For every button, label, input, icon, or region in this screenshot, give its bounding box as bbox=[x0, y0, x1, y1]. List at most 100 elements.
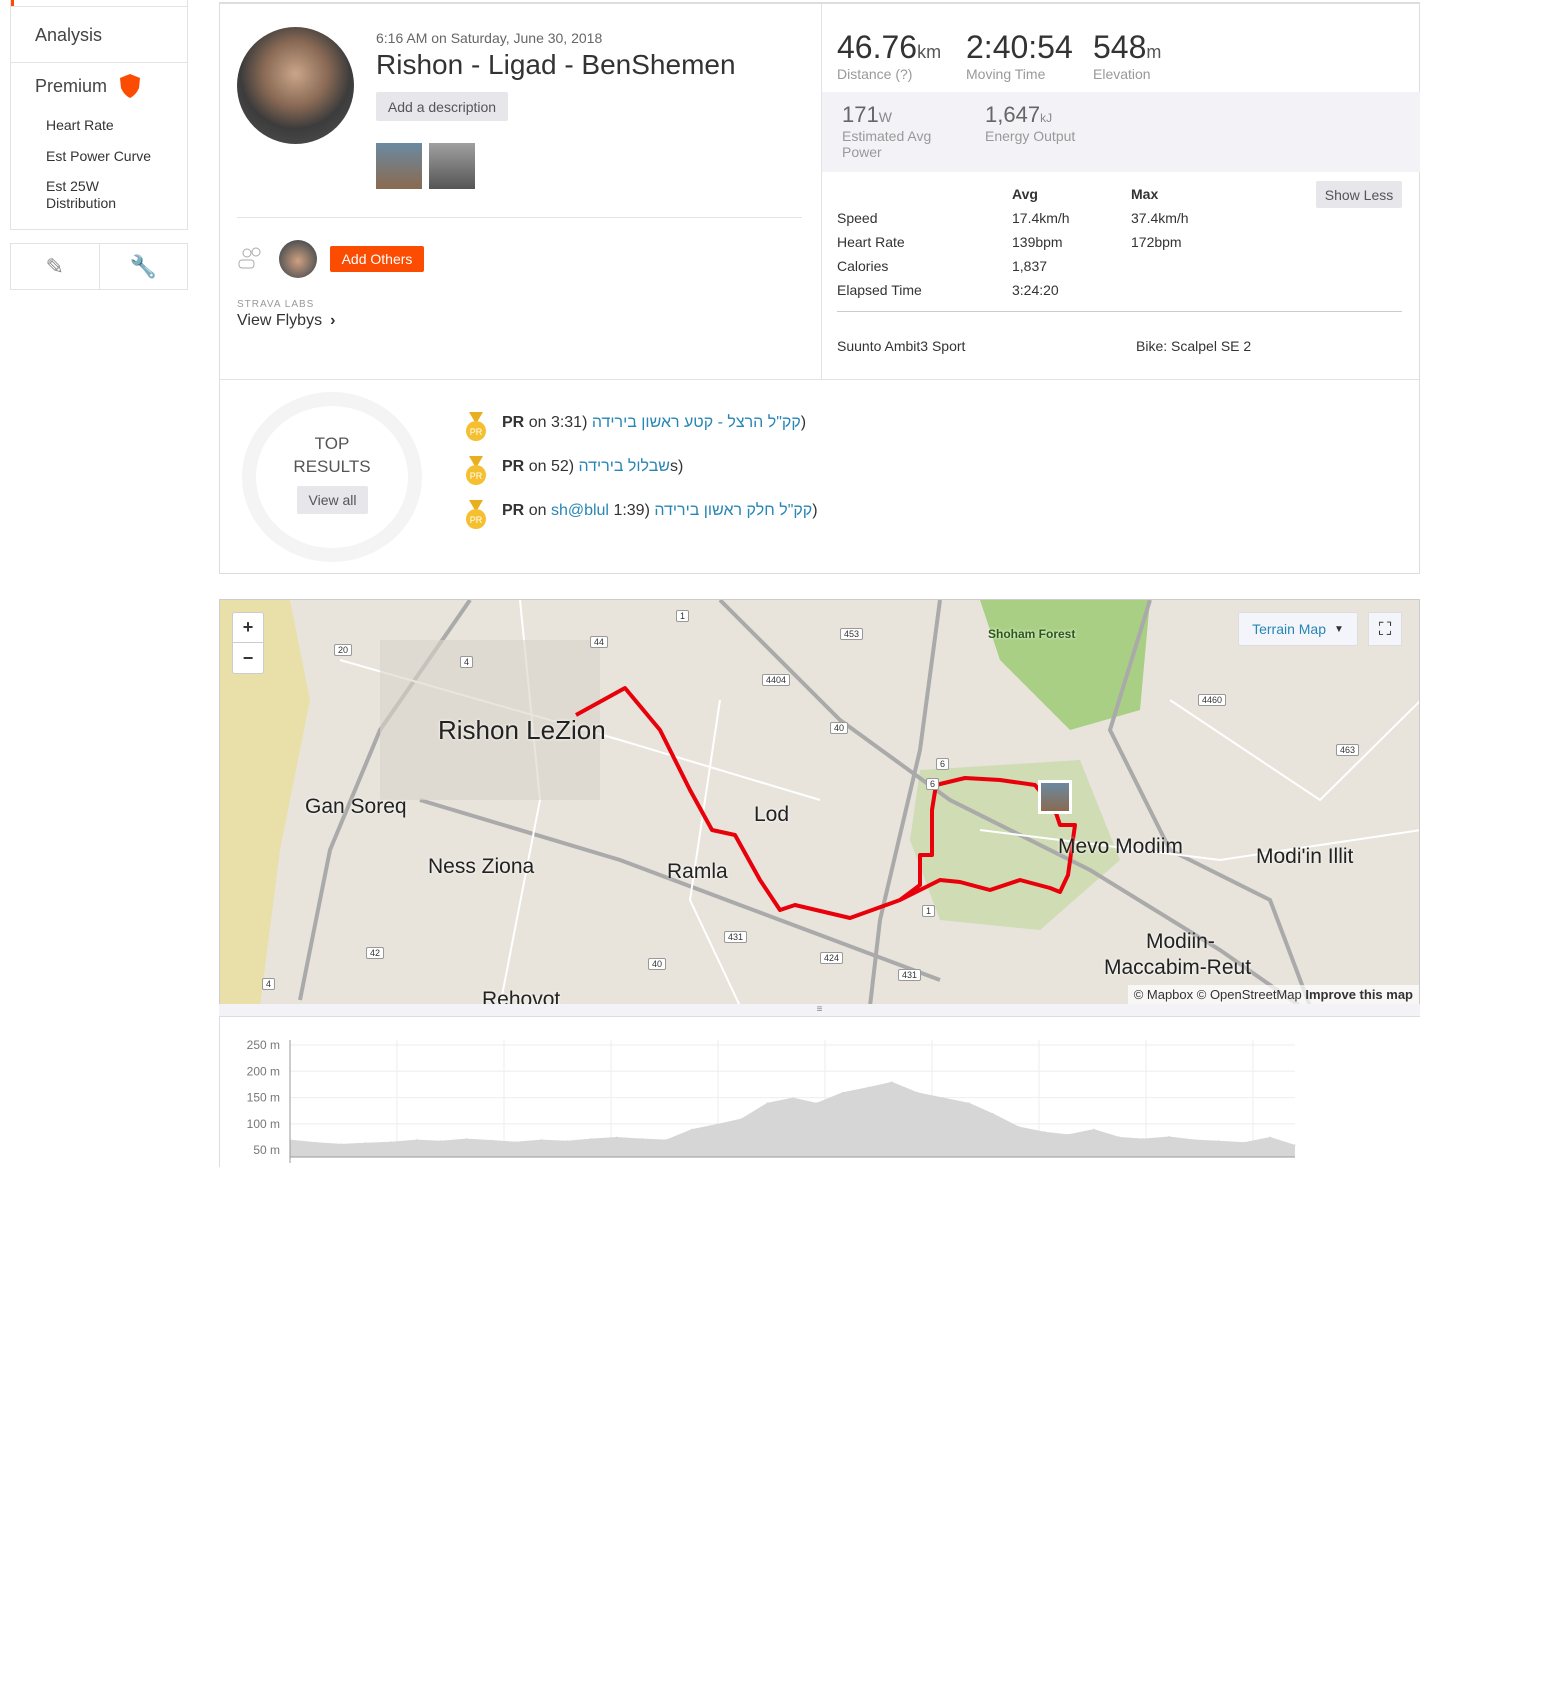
elevation-point bbox=[891, 1081, 893, 1083]
pr-on: on bbox=[528, 502, 547, 519]
fullscreen-button[interactable]: ⛶ bbox=[1368, 612, 1402, 646]
add-others-button[interactable]: Add Others bbox=[330, 246, 424, 272]
elevation-point bbox=[341, 1143, 343, 1145]
road-shield: 431 bbox=[724, 931, 748, 943]
photo-thumbnail[interactable] bbox=[376, 143, 422, 189]
sidebar-item-analysis[interactable]: Analysis bbox=[35, 25, 103, 45]
power-value: 171 bbox=[842, 102, 879, 127]
elevation-point bbox=[1067, 1133, 1069, 1135]
y-tick-label: 50 m bbox=[253, 1143, 280, 1157]
bike-name[interactable]: Bike: Scalpel SE 2 bbox=[1136, 338, 1252, 354]
road-shield: 6 bbox=[936, 758, 950, 770]
elevation-point bbox=[992, 1112, 994, 1114]
elevation-point bbox=[691, 1128, 693, 1130]
photo-thumbnail[interactable] bbox=[429, 143, 475, 189]
sidebar-item-est-25w-distribution[interactable]: Est 25W Distribution bbox=[46, 178, 117, 211]
view-all-button[interactable]: View all bbox=[297, 486, 368, 514]
pr-medal-icon: PR bbox=[465, 500, 487, 530]
elevation-point bbox=[792, 1097, 794, 1099]
group-icon bbox=[238, 247, 261, 269]
athlete-avatar[interactable] bbox=[237, 27, 354, 144]
top-results-title: TOP RESULTS bbox=[242, 432, 422, 478]
pr-item: PR on 52) שבלול בירידהs) bbox=[502, 458, 683, 476]
stat-row-max: 172bpm bbox=[1131, 234, 1182, 250]
distance-help-link[interactable]: Distance (?) bbox=[837, 66, 913, 82]
road-shield: 40 bbox=[830, 722, 849, 734]
shield-icon bbox=[120, 74, 141, 98]
elevation-point bbox=[491, 1139, 493, 1141]
map-canvas[interactable] bbox=[220, 600, 1420, 1005]
activity-title: Rishon - Ligad - BenShemen bbox=[376, 49, 736, 80]
elevation-chart[interactable]: 250 m 200 m 150 m 100 m 50 m bbox=[219, 1017, 1319, 1167]
elevation-point bbox=[616, 1136, 618, 1138]
zoom-out-button[interactable]: − bbox=[242, 647, 254, 668]
elevation-point bbox=[816, 1102, 818, 1104]
road-shield: 44 bbox=[590, 636, 609, 648]
elevation-point bbox=[1043, 1131, 1045, 1133]
add-description-button[interactable]: Add a description bbox=[376, 92, 508, 121]
route-map[interactable]: Rishon LeZion Gan Soreq Ness Ziona Lod Ramla… bbox=[219, 599, 1420, 1005]
power-stats-box: 171W Estimated Avg Power 1,647kJ Energy Ou… bbox=[822, 92, 1420, 172]
pr-close: s) bbox=[669, 458, 684, 475]
pr-close: ) bbox=[812, 502, 818, 519]
sidebar-item-heart-rate[interactable]: Heart Rate bbox=[46, 117, 114, 133]
segment-link[interactable]: שבלול בירידה bbox=[578, 458, 670, 475]
elevation-point bbox=[641, 1138, 643, 1140]
pr-medal-icon: PR bbox=[465, 412, 487, 442]
elevation-point bbox=[390, 1141, 392, 1143]
elevation-point bbox=[717, 1123, 719, 1125]
segment-link[interactable]: קק"ל הרצל - קטע ראשון בירידה bbox=[591, 414, 801, 431]
elevation-point bbox=[1093, 1128, 1095, 1130]
road-shield: 4 bbox=[460, 656, 474, 668]
pr-label: PR bbox=[502, 458, 525, 475]
expand-icon: ⛶ bbox=[1378, 618, 1392, 639]
actions-button[interactable]: 🔧 bbox=[98, 244, 188, 289]
stat-distance: 46.76km Distance (?) bbox=[837, 29, 941, 82]
elevation-point bbox=[917, 1091, 919, 1093]
map-place-label: Mevo Modiim bbox=[1058, 835, 1183, 858]
sidebar-nav: Analysis Premium Heart Rate Est Power Cu… bbox=[10, 0, 188, 230]
pr-medal-icon: PR bbox=[465, 456, 487, 486]
elevation-point bbox=[841, 1091, 843, 1093]
map-resize-handle[interactable]: ≡ bbox=[219, 1004, 1420, 1017]
energy-label: Energy Output bbox=[985, 128, 1076, 144]
sidebar-item-premium[interactable]: Premium bbox=[35, 73, 141, 99]
svg-text:PR: PR bbox=[470, 427, 483, 437]
elevation-point bbox=[416, 1139, 418, 1141]
map-place-label: Shoham Forest bbox=[988, 627, 1076, 641]
sidebar-item-est-power-curve[interactable]: Est Power Curve bbox=[46, 148, 152, 164]
road-shield: 1 bbox=[922, 905, 936, 917]
map-place-label: Rehovot bbox=[482, 988, 561, 1005]
photo-marker[interactable] bbox=[1038, 780, 1072, 814]
map-place-label: Modi'in Illit bbox=[1256, 845, 1354, 868]
shoham-forest-area bbox=[980, 600, 1150, 730]
moving-time-value: 2:40:54 bbox=[966, 29, 1073, 65]
pr-prefix[interactable]: sh@blul bbox=[550, 502, 609, 519]
pr-close: ) bbox=[800, 414, 807, 431]
map-type-label: Terrain Map bbox=[1252, 621, 1326, 637]
improve-map-link[interactable]: Improve this map bbox=[1305, 987, 1413, 1002]
elevation-point bbox=[1294, 1144, 1296, 1146]
elevation-point bbox=[766, 1102, 768, 1104]
y-tick-label: 200 m bbox=[247, 1064, 280, 1078]
map-type-dropdown[interactable]: Terrain Map ▼ bbox=[1238, 612, 1358, 646]
elevation-point bbox=[590, 1138, 592, 1140]
road-shield: 6 bbox=[926, 778, 940, 790]
segment-link[interactable]: קק"ל חלק ראשון בירידה bbox=[654, 502, 813, 519]
map-place-label: Modiin- bbox=[1146, 930, 1215, 953]
attribution-text[interactable]: © Mapbox © OpenStreetMap bbox=[1133, 987, 1302, 1002]
edit-button[interactable]: ✎ bbox=[11, 244, 99, 289]
zoom-in-button[interactable]: + bbox=[233, 613, 263, 643]
stat-elevation: 548m Elevation bbox=[1093, 29, 1161, 82]
elevation-point bbox=[1194, 1139, 1196, 1141]
energy-unit: kJ bbox=[1040, 111, 1053, 125]
road-shield: 453 bbox=[840, 628, 864, 640]
show-less-button[interactable]: Show Less bbox=[1316, 181, 1402, 208]
view-flybys-link[interactable]: View Flybys › bbox=[237, 312, 335, 330]
elevation-point bbox=[1217, 1140, 1219, 1142]
elevation-point bbox=[315, 1141, 317, 1143]
map-place-label: Lod bbox=[754, 803, 790, 826]
road-shield: 4404 bbox=[762, 674, 791, 686]
athlete-avatar-small[interactable] bbox=[279, 240, 317, 278]
elevation-point bbox=[465, 1138, 467, 1140]
